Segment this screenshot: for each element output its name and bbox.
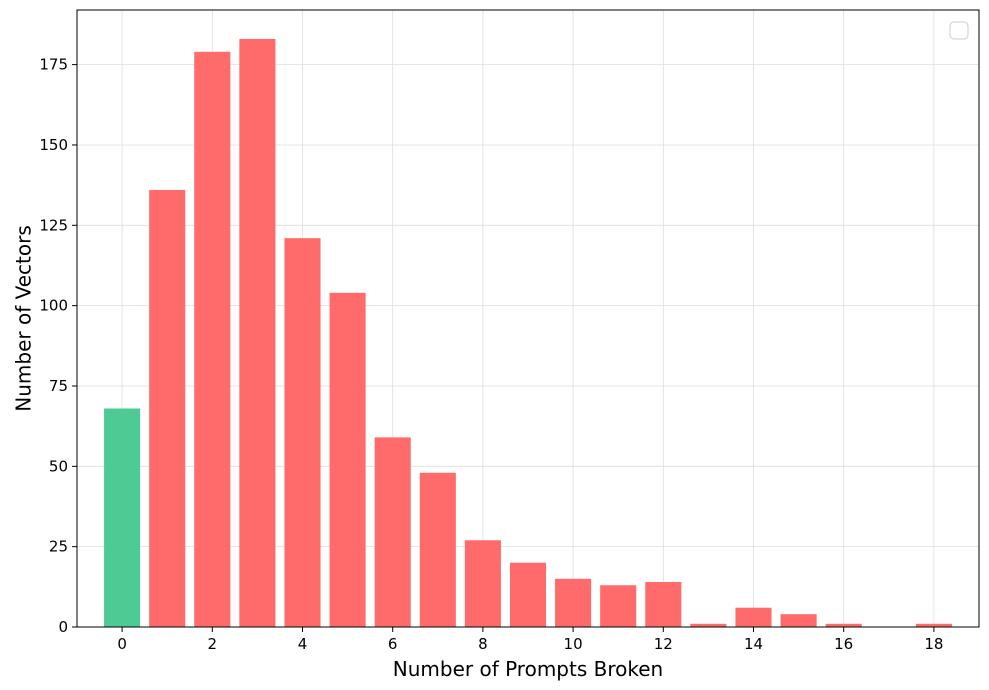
plot-frame xyxy=(76,9,980,628)
x-tick-label: 14 xyxy=(744,635,763,653)
bar xyxy=(690,623,727,627)
x-axis-ticks: 0 2 4 6 8 10 12 14 16 18 xyxy=(117,627,943,653)
x-tick-label: 12 xyxy=(654,635,673,653)
y-tick-label: 75 xyxy=(49,377,68,395)
bar xyxy=(825,623,862,627)
x-tick-label: 10 xyxy=(564,635,583,653)
y-axis-ticks: 0 25 50 75 100 125 150 175 xyxy=(39,56,77,636)
x-tick-label: 18 xyxy=(924,635,943,653)
y-tick-label: 25 xyxy=(49,538,68,556)
bar xyxy=(194,51,231,627)
bar xyxy=(464,540,501,627)
y-axis-label: Number of Vectors xyxy=(12,225,36,411)
x-axis-label: Number of Prompts Broken xyxy=(393,657,663,681)
bar xyxy=(645,582,682,627)
bar xyxy=(149,189,186,628)
y-tick-label: 125 xyxy=(39,216,68,234)
bar xyxy=(329,292,366,627)
x-tick-label: 6 xyxy=(388,635,398,653)
bar xyxy=(284,238,321,628)
legend-box xyxy=(949,21,969,40)
bar xyxy=(915,623,952,627)
bar xyxy=(600,585,637,627)
y-tick-label: 100 xyxy=(39,297,68,315)
x-tick-label: 0 xyxy=(117,635,127,653)
y-tick-label: 0 xyxy=(58,618,68,636)
y-tick-label: 50 xyxy=(49,457,68,475)
y-tick-label: 150 xyxy=(39,136,68,154)
bar xyxy=(780,614,817,627)
x-tick-label: 4 xyxy=(298,635,308,653)
bar xyxy=(104,408,141,627)
x-tick-label: 8 xyxy=(478,635,488,653)
bar xyxy=(555,578,592,627)
y-tick-label: 175 xyxy=(39,56,68,74)
bar xyxy=(509,562,547,627)
bar xyxy=(374,437,411,627)
x-tick-label: 16 xyxy=(834,635,853,653)
x-tick-label: 2 xyxy=(208,635,218,653)
bar xyxy=(419,472,456,627)
bars xyxy=(104,38,952,628)
bar xyxy=(735,607,772,627)
bar xyxy=(239,38,276,627)
